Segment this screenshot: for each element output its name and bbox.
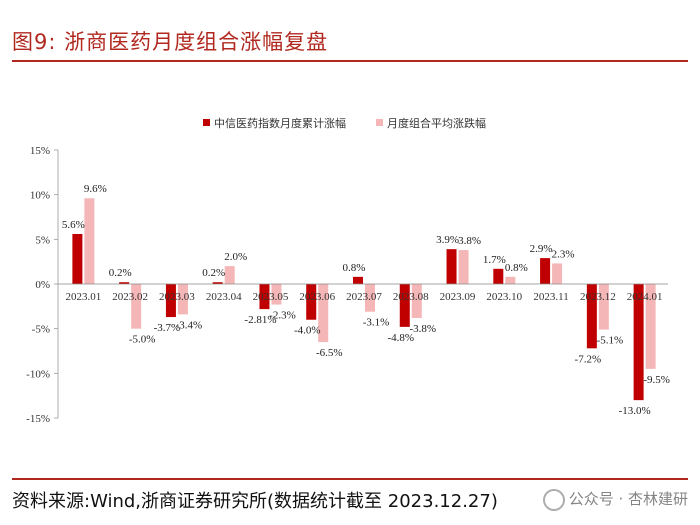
y-tick-label: 15% bbox=[30, 145, 50, 157]
bar-series-1 bbox=[165, 284, 176, 318]
data-label-series-2: -5.0% bbox=[129, 334, 156, 346]
bar-series-1 bbox=[306, 284, 317, 320]
data-label-series-1: 0.8% bbox=[343, 262, 366, 274]
title-divider bbox=[12, 60, 688, 62]
wechat-icon bbox=[542, 488, 565, 511]
x-tick-label: 2023.04 bbox=[206, 291, 242, 303]
bar-series-1 bbox=[259, 284, 270, 310]
x-tick-label: 2023.07 bbox=[346, 291, 382, 303]
data-label-series-1: -3.7% bbox=[154, 322, 181, 334]
x-tick-label: 2023.03 bbox=[159, 291, 195, 303]
source-divider bbox=[12, 478, 688, 480]
data-label-series-2: 2.0% bbox=[224, 251, 247, 263]
data-label-series-2: -3.4% bbox=[176, 319, 203, 331]
y-tick-label: 10% bbox=[30, 190, 50, 202]
bar-series-2 bbox=[645, 284, 656, 369]
x-tick-label: 2023.10 bbox=[486, 291, 522, 303]
y-tick-label: 5% bbox=[35, 234, 50, 246]
watermark: 公众号 · 杏林建研 bbox=[542, 488, 688, 511]
y-tick-label: -10% bbox=[26, 368, 50, 380]
x-tick-label: 2023.06 bbox=[299, 291, 335, 303]
data-label-series-2: -3.8% bbox=[409, 323, 436, 335]
category-labels: 2023.01 2023.02 2023.03 2023.04 2023.05 2023.… bbox=[66, 291, 663, 303]
bar-series-2 bbox=[365, 284, 375, 312]
bar-series-2 bbox=[505, 276, 516, 284]
x-tick-label: 2023.05 bbox=[253, 291, 289, 303]
data-label-series-1: -13.0% bbox=[619, 405, 651, 417]
bar-series-1 bbox=[446, 249, 457, 284]
bar-series-1 bbox=[212, 282, 223, 284]
data-label-series-2: -6.5% bbox=[316, 347, 343, 359]
bar-series-2 bbox=[552, 263, 563, 284]
bar-series-2 bbox=[271, 284, 282, 305]
bar-series-1 bbox=[72, 233, 83, 284]
bar-series-1 bbox=[633, 284, 644, 401]
data-label-series-2: 0.8% bbox=[505, 262, 528, 274]
y-axis-ticks: 15% 10% 5% 0% -5% -10% -15% bbox=[26, 145, 58, 425]
y-tick-label: -5% bbox=[32, 324, 50, 336]
x-tick-label: 2023.12 bbox=[580, 291, 616, 303]
data-label-series-2: -2.3% bbox=[269, 310, 296, 322]
bar-series-2 bbox=[177, 284, 188, 315]
bar-series-2 bbox=[131, 284, 142, 329]
legend-label-series-2: 月度组合平均涨跌幅 bbox=[387, 116, 486, 130]
bar-series-1 bbox=[540, 258, 551, 284]
data-label-series-2: -5.1% bbox=[597, 335, 624, 347]
bar-series-2 bbox=[458, 250, 469, 284]
figure-title: 图9: 浙商医药月度组合涨幅复盘 bbox=[12, 30, 329, 54]
x-tick-label: 2023.11 bbox=[533, 291, 568, 303]
data-label-series-1: -4.0% bbox=[294, 325, 321, 337]
bar-series-1 bbox=[586, 284, 597, 349]
bar-series-2 bbox=[318, 284, 329, 343]
legend-swatch-series-2 bbox=[376, 119, 383, 126]
data-label-series-1: -2.81% bbox=[244, 314, 276, 326]
data-label-series-2: 9.6% bbox=[84, 183, 107, 195]
data-label-series-1: 5.6% bbox=[62, 219, 85, 231]
bar-series-2 bbox=[598, 284, 609, 330]
data-labels: 5.6% 9.6% 0.2% -5.0%-3.7%-3.4% 0.2% 2.0% -2.81… bbox=[62, 183, 670, 417]
legend-swatch-series-1 bbox=[203, 119, 210, 126]
x-tick-label: 2024.01 bbox=[627, 291, 663, 303]
bar-series-2 bbox=[84, 198, 95, 284]
bar-series-2 bbox=[224, 266, 235, 284]
x-tick-label: 2023.01 bbox=[66, 291, 102, 303]
data-label-series-1: 0.2% bbox=[109, 267, 132, 279]
watermark-text: 公众号 · 杏林建研 bbox=[568, 490, 688, 508]
x-tick-label: 2023.09 bbox=[440, 291, 476, 303]
bar-series-1 bbox=[493, 268, 504, 284]
data-label-series-2: 2.3% bbox=[552, 248, 575, 260]
source-note: 资料来源:Wind,浙商证券研究所(数据统计截至 2023.12.27) bbox=[12, 491, 498, 512]
bars-group bbox=[72, 198, 656, 401]
bar-series-1 bbox=[119, 282, 130, 284]
data-label-series-2: 3.8% bbox=[458, 235, 481, 247]
data-label-series-1: 3.9% bbox=[436, 234, 459, 246]
data-label-series-1: 0.2% bbox=[202, 267, 225, 279]
bar-series-1 bbox=[353, 276, 363, 284]
legend-label-series-1: 中信医药指数月度累计涨幅 bbox=[214, 116, 346, 130]
data-label-series-1: -7.2% bbox=[575, 353, 602, 365]
data-label-series-1: 1.7% bbox=[483, 254, 506, 266]
data-label-series-1: 2.9% bbox=[530, 243, 553, 255]
data-label-series-1: -4.8% bbox=[387, 332, 414, 344]
x-tick-label: 2023.08 bbox=[393, 291, 429, 303]
chart-legend: 中信医药指数月度累计涨幅 月度组合平均涨跌幅 bbox=[203, 116, 486, 130]
y-tick-label: 0% bbox=[35, 279, 50, 291]
x-tick-label: 2023.02 bbox=[112, 291, 148, 303]
data-label-series-2: -3.1% bbox=[363, 317, 390, 329]
bar-series-2 bbox=[411, 284, 422, 318]
bar-series-1 bbox=[399, 284, 410, 327]
data-label-series-2: -9.5% bbox=[643, 374, 670, 386]
y-tick-label: -15% bbox=[26, 413, 50, 425]
